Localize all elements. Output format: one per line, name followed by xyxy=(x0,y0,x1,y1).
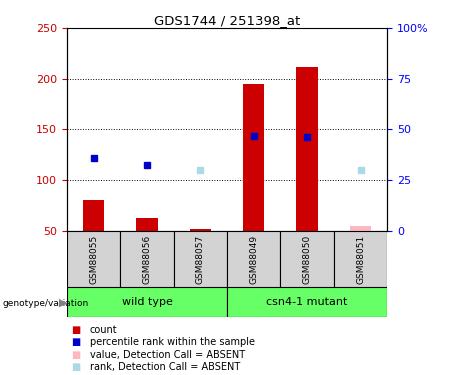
Bar xyxy=(83,200,104,231)
Bar xyxy=(334,231,387,287)
Text: ▶: ▶ xyxy=(59,298,67,308)
Bar xyxy=(189,229,211,231)
Text: GSM88057: GSM88057 xyxy=(196,235,205,284)
Bar xyxy=(296,67,318,231)
Title: GDS1744 / 251398_at: GDS1744 / 251398_at xyxy=(154,14,300,27)
Bar xyxy=(67,231,120,287)
Text: genotype/variation: genotype/variation xyxy=(2,298,89,307)
Text: csn4-1 mutant: csn4-1 mutant xyxy=(266,297,348,307)
Text: GSM88051: GSM88051 xyxy=(356,235,365,284)
Text: count: count xyxy=(90,325,118,335)
Text: ■: ■ xyxy=(71,325,81,335)
Text: ■: ■ xyxy=(71,338,81,347)
Text: value, Detection Call = ABSENT: value, Detection Call = ABSENT xyxy=(90,350,245,360)
Text: rank, Detection Call = ABSENT: rank, Detection Call = ABSENT xyxy=(90,362,240,372)
Bar xyxy=(67,287,227,317)
Bar xyxy=(243,84,265,231)
Text: GSM88049: GSM88049 xyxy=(249,235,258,284)
Text: percentile rank within the sample: percentile rank within the sample xyxy=(90,338,255,347)
Bar xyxy=(174,231,227,287)
Text: ■: ■ xyxy=(71,350,81,360)
Bar xyxy=(227,231,280,287)
Text: GSM88050: GSM88050 xyxy=(302,235,312,284)
Bar xyxy=(280,231,334,287)
Text: GSM88055: GSM88055 xyxy=(89,235,98,284)
Bar xyxy=(227,287,387,317)
Bar xyxy=(120,231,174,287)
Bar xyxy=(350,226,371,231)
Text: wild type: wild type xyxy=(122,297,172,307)
Text: ■: ■ xyxy=(71,362,81,372)
Bar xyxy=(136,219,158,231)
Text: GSM88056: GSM88056 xyxy=(142,235,152,284)
